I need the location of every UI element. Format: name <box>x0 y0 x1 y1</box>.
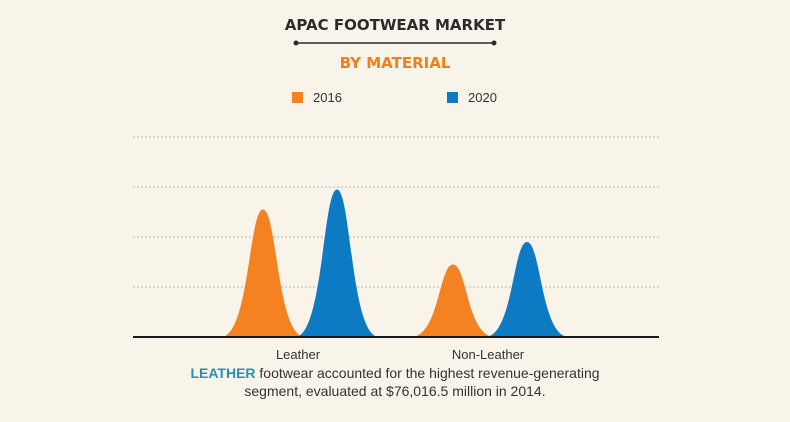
title-underline <box>293 40 497 46</box>
legend: 2016 2020 <box>292 90 497 105</box>
x-axis-labels: Leather Non-Leather <box>276 347 525 362</box>
plot-area <box>221 189 569 337</box>
chart-subtitle: BY MATERIAL <box>340 54 451 72</box>
peak-non-leather-2016 <box>411 264 495 337</box>
legend-label-2020: 2020 <box>468 90 497 105</box>
caption-line-1: LEATHER footwear accounted for the highe… <box>0 364 790 382</box>
legend-label-2016: 2016 <box>313 90 342 105</box>
caption: LEATHER footwear accounted for the highe… <box>0 364 790 400</box>
chart-title: APAC FOOTWEAR MARKET <box>285 16 506 34</box>
caption-line-2: segment, evaluated at $76,016.5 million … <box>244 383 546 399</box>
peak-non-leather-2020 <box>485 242 569 337</box>
legend-swatch-2020 <box>447 92 458 103</box>
caption-line-1-text: footwear accounted for the highest reven… <box>255 365 600 381</box>
peak-leather-2020 <box>295 189 379 337</box>
x-tick-label: Non-Leather <box>452 347 525 362</box>
caption-highlight: LEATHER <box>190 365 256 381</box>
gridlines <box>133 136 659 288</box>
legend-swatch-2016 <box>292 92 303 103</box>
peak-leather-2016 <box>221 209 305 337</box>
x-tick-label: Leather <box>276 347 321 362</box>
